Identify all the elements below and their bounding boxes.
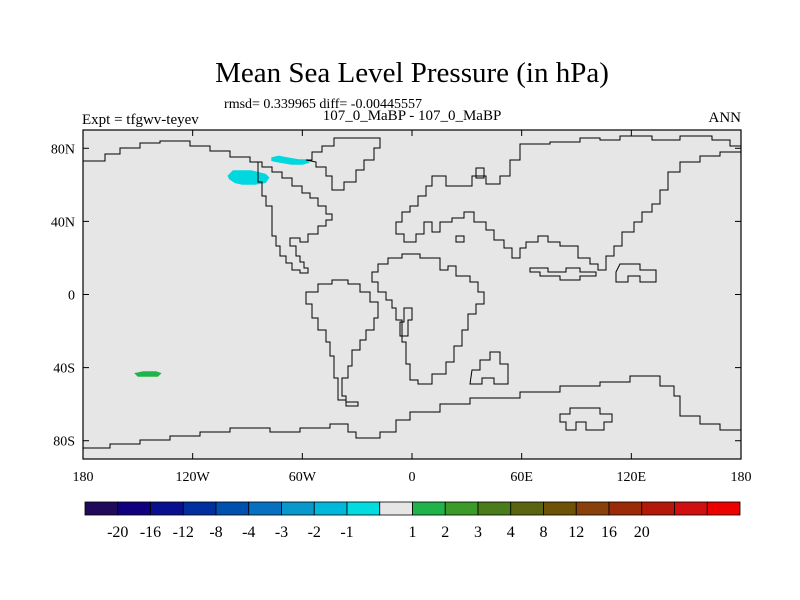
y-tick-label: 80S — [53, 435, 75, 450]
colorbar-swatch — [641, 501, 675, 516]
colorbar-label: 12 — [568, 524, 584, 541]
x-tick-label: 0 — [409, 470, 416, 485]
x-tick-label: 120E — [617, 470, 647, 485]
alaska-canada-patch — [227, 170, 270, 185]
coastline-maritime — [615, 263, 657, 283]
coastline-australia — [559, 407, 613, 431]
colorbar-label: -12 — [173, 524, 194, 541]
map-background — [83, 130, 741, 459]
colorbar-label: -16 — [140, 524, 161, 541]
season-label: ANN — [709, 110, 742, 126]
coastline-island-2 — [475, 167, 485, 179]
colorbar-label: -3 — [275, 524, 288, 541]
colorbar-label: -2 — [308, 524, 321, 541]
colorbar: -20 -16 -12 -8 -4 -3 -2 -1 1 2 3 4 8 12 16 20 — [84, 501, 741, 541]
colorbar-swatch — [84, 501, 119, 516]
colorbar-swatch — [608, 501, 643, 516]
colorbar-label: 3 — [474, 524, 482, 541]
coastline-southern — [83, 375, 741, 449]
colorbar-label: 1 — [409, 524, 417, 541]
x-tick-label: 120W — [176, 470, 211, 485]
coastline-southern-islands — [469, 351, 509, 385]
colorbar-swatch — [313, 501, 348, 516]
colorbar-swatch — [706, 501, 741, 516]
colorbar-label: 8 — [540, 524, 548, 541]
coastline-africa — [371, 253, 485, 385]
colorbar-swatch — [575, 501, 610, 516]
x-tick-label: 180 — [73, 470, 94, 485]
colorbar-swatch — [117, 501, 151, 516]
south-pacific-patch — [134, 371, 162, 377]
coastline-greenland — [305, 137, 381, 191]
colorbar-label: 20 — [634, 524, 650, 541]
colorbar-swatch — [346, 501, 381, 516]
colorbar-label: 2 — [441, 524, 449, 541]
colorbar-swatch — [182, 501, 217, 516]
x-tick-label: 180 — [731, 470, 752, 485]
x-tick-label: 60W — [289, 470, 317, 485]
colorbar-label: -4 — [242, 524, 255, 541]
chart-title: Mean Sea Level Pressure (in hPa) — [215, 57, 609, 89]
y-tick-label: 40S — [53, 362, 75, 377]
coastline-island-1 — [455, 235, 465, 243]
colorbar-label: 4 — [507, 524, 515, 541]
colorbar-label: 16 — [601, 524, 617, 541]
colorbar-swatch — [281, 501, 315, 516]
arctic-patch — [271, 155, 310, 165]
colorbar-label: -20 — [107, 524, 128, 541]
y-tick-label: 80N — [51, 142, 75, 157]
map-panel: 180 120W 60W 0 60E 120E 180 80N 40N 0 40S 80S — [51, 129, 752, 485]
x-tick-label: 60E — [510, 470, 533, 485]
anomaly-patches — [134, 155, 310, 377]
expt-label: Expt = tfgwv-teyev — [82, 112, 199, 128]
colorbar-swatch — [248, 501, 282, 516]
coastline-south-america — [305, 279, 379, 407]
axis-ticks: 180 120W 60W 0 60E 120E 180 80N 40N 0 40S 80S — [51, 130, 752, 485]
coastline-south-asia — [529, 267, 597, 281]
colorbar-swatch — [215, 501, 250, 516]
colorbar-swatch — [543, 501, 577, 516]
colorbar-swatch — [150, 501, 184, 516]
y-tick-label: 40N — [51, 215, 75, 230]
stats-label: rmsd= 0.339965 diff= -0.00445557 — [224, 97, 422, 112]
coastline-americas — [83, 140, 333, 274]
case-label: 107_0_MaBP - 107_0_MaBP — [323, 108, 502, 124]
colorbar-swatch — [412, 501, 446, 516]
colorbar-label: -1 — [340, 524, 353, 541]
y-tick-label: 0 — [68, 289, 75, 304]
colorbar-swatch — [510, 501, 544, 516]
colorbar-swatch — [379, 501, 413, 516]
coastline-eurasia — [395, 135, 741, 271]
colorbar-label: -8 — [209, 524, 222, 541]
colorbar-swatch — [444, 501, 479, 516]
colorbar-swatch — [674, 501, 708, 516]
coastlines — [83, 135, 741, 449]
colorbar-swatch — [477, 501, 512, 516]
coastline-madagascar — [399, 307, 413, 337]
